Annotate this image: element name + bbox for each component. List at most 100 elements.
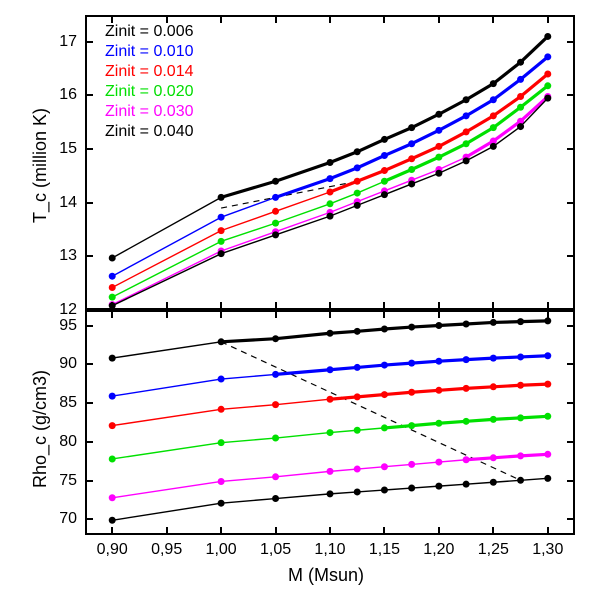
- series-marker: [463, 320, 470, 327]
- tick-mark: [492, 527, 494, 535]
- tick-mark: [220, 310, 222, 318]
- tick-mark: [547, 527, 549, 535]
- tick-label: 1,10: [314, 541, 345, 559]
- series-marker: [544, 413, 551, 420]
- series-marker: [490, 319, 497, 326]
- series-marker: [517, 414, 524, 421]
- tick-mark: [166, 15, 168, 23]
- series-marker: [109, 355, 116, 362]
- series-marker: [218, 406, 225, 413]
- series-marker: [435, 322, 442, 329]
- series-line: [112, 342, 221, 358]
- series-marker: [381, 487, 388, 494]
- legend-item: Zinit = 0.030: [105, 102, 194, 122]
- series-marker: [490, 383, 497, 390]
- series-marker: [544, 352, 551, 359]
- series-marker: [327, 366, 334, 373]
- tick-label: 14: [37, 194, 77, 212]
- series-marker: [463, 481, 470, 488]
- series-marker: [272, 371, 279, 378]
- series-marker: [218, 478, 225, 485]
- series-marker: [463, 456, 470, 463]
- tick-mark: [567, 518, 575, 520]
- series-marker: [272, 435, 279, 442]
- series-line: [466, 454, 548, 459]
- series-marker: [218, 338, 225, 345]
- tick-label: 13: [37, 247, 77, 265]
- tick-mark: [567, 325, 575, 327]
- tick-mark: [567, 255, 575, 257]
- series-marker: [463, 385, 470, 392]
- series-marker: [354, 364, 361, 371]
- series-marker: [272, 335, 279, 342]
- series-line: [112, 428, 384, 459]
- tick-mark: [85, 94, 93, 96]
- tick-mark: [275, 527, 277, 535]
- tick-mark: [567, 402, 575, 404]
- series-marker: [109, 393, 116, 400]
- series-marker: [354, 328, 361, 335]
- series-marker: [463, 418, 470, 425]
- tick-mark: [85, 255, 93, 257]
- tick-mark: [547, 310, 549, 318]
- tick-mark: [111, 15, 113, 23]
- bottom-panel-plot: [0, 0, 600, 600]
- tick-mark: [547, 302, 549, 310]
- series-marker: [354, 466, 361, 473]
- tick-mark: [85, 148, 93, 150]
- tick-mark: [85, 402, 93, 404]
- series-marker: [408, 324, 415, 331]
- series-marker: [354, 393, 361, 400]
- tick-mark: [275, 310, 277, 318]
- tick-mark: [329, 527, 331, 535]
- series-marker: [490, 355, 497, 362]
- tick-mark: [383, 15, 385, 23]
- tick-mark: [492, 15, 494, 23]
- series-marker: [544, 317, 551, 324]
- series-marker: [354, 488, 361, 495]
- series-marker: [272, 495, 279, 502]
- tick-mark: [567, 480, 575, 482]
- tick-mark: [329, 302, 331, 310]
- series-marker: [327, 468, 334, 475]
- series-marker: [408, 485, 415, 492]
- series-marker: [408, 422, 415, 429]
- tick-mark: [275, 302, 277, 310]
- series-marker: [218, 500, 225, 507]
- tick-mark: [85, 363, 93, 365]
- tick-mark: [111, 310, 113, 318]
- series-marker: [435, 387, 442, 394]
- tick-mark: [85, 202, 93, 204]
- series-marker: [490, 416, 497, 423]
- tick-mark: [166, 302, 168, 310]
- tick-mark: [111, 527, 113, 535]
- tick-mark: [220, 527, 222, 535]
- series-marker: [463, 356, 470, 363]
- ylabel-bottom: Rho_c (g/cm3): [30, 369, 51, 487]
- tick-mark: [329, 15, 331, 23]
- series-marker: [218, 376, 225, 383]
- tick-mark: [547, 15, 549, 23]
- series-marker: [435, 459, 442, 466]
- legend-item: Zinit = 0.010: [105, 42, 194, 62]
- tick-mark: [85, 309, 93, 311]
- legend-item: Zinit = 0.014: [105, 62, 194, 82]
- tick-label: 15: [37, 140, 77, 158]
- tick-label: 70: [37, 510, 77, 528]
- series-marker: [381, 326, 388, 333]
- tick-mark: [85, 480, 93, 482]
- tick-mark: [438, 527, 440, 535]
- series-marker: [544, 451, 551, 458]
- series-marker: [435, 420, 442, 427]
- series-marker: [517, 318, 524, 325]
- series-marker: [218, 439, 225, 446]
- tick-label: 1,25: [478, 541, 509, 559]
- xlabel: M (Msun): [288, 565, 364, 586]
- series-marker: [517, 353, 524, 360]
- tick-mark: [567, 148, 575, 150]
- series-marker: [435, 358, 442, 365]
- series-marker: [327, 490, 334, 497]
- figure: T_c (million K) Rho_c (g/cm3) M (Msun) Z…: [0, 0, 600, 600]
- tick-label: 85: [37, 394, 77, 412]
- tick-mark: [220, 302, 222, 310]
